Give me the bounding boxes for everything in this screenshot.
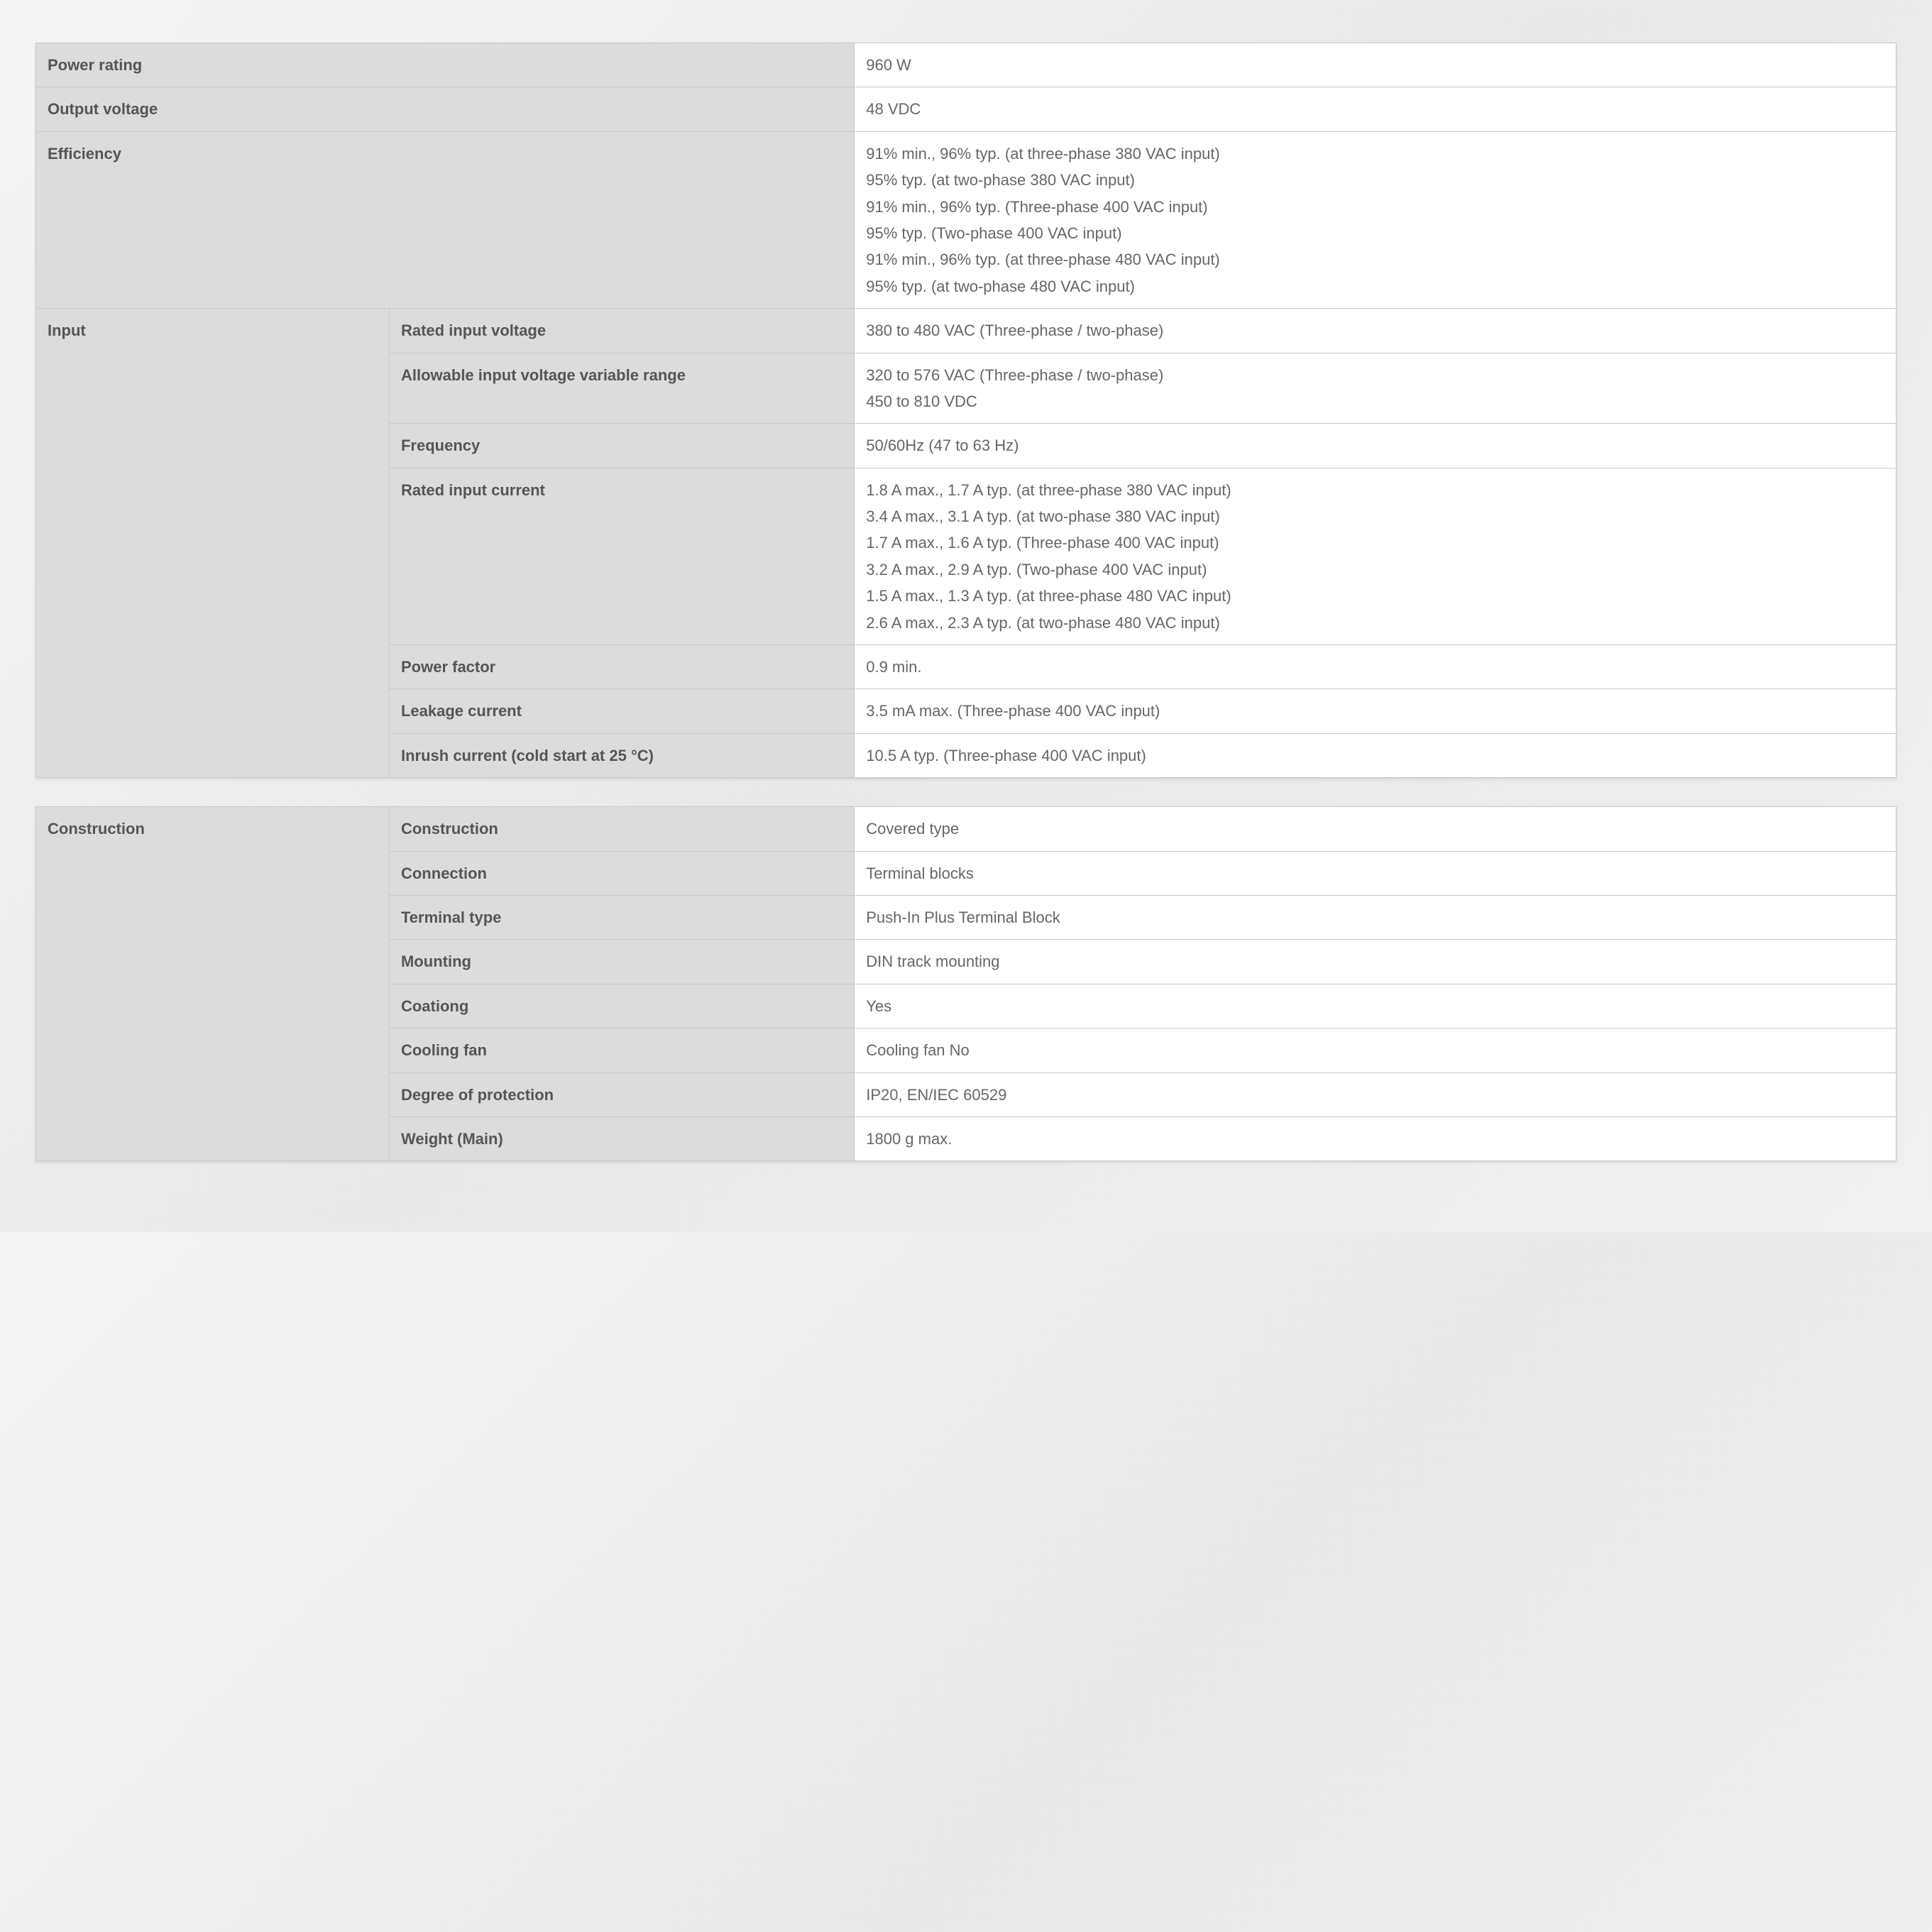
row-value: 3.5 mA max. (Three-phase 400 VAC input) [855,689,1897,733]
row-value: 320 to 576 VAC (Three-phase / two-phase)… [855,353,1897,424]
sub-row-label: Frequency [389,424,854,468]
sub-row-label: Rated input voltage [389,309,854,353]
spec-table-2: Construction Construction Covered type C… [35,806,1897,1161]
table-row: Construction Construction Covered type [36,807,1897,851]
row-value: 10.5 A typ. (Three-phase 400 VAC input) [855,733,1897,777]
table-row: Power rating 960 W [36,43,1897,87]
row-value: Covered type [855,807,1897,851]
sub-row-label: Power factor [389,645,854,689]
row-value: Push-In Plus Terminal Block [855,895,1897,939]
table-row: Input Rated input voltage 380 to 480 VAC… [36,309,1897,353]
sub-row-label: Degree of protection [389,1072,854,1116]
row-value: 1.8 A max., 1.7 A typ. (at three-phase 3… [855,468,1897,644]
sub-row-label: Mounting [389,940,854,984]
sub-row-label: Weight (Main) [389,1116,854,1160]
spec-table-1: Power rating 960 W Output voltage 48 VDC… [35,43,1897,778]
table-row: Efficiency 91% min., 96% typ. (at three-… [36,131,1897,308]
sub-row-label: Coationg [389,984,854,1028]
group-label: Construction [36,807,390,1161]
sub-row-label: Terminal type [389,895,854,939]
sub-row-label: Construction [389,807,854,851]
row-value: Yes [855,984,1897,1028]
sub-row-label: Connection [389,851,854,895]
row-value: 380 to 480 VAC (Three-phase / two-phase) [855,309,1897,353]
row-value: Cooling fan No [855,1028,1897,1072]
table-row: Output voltage 48 VDC [36,87,1897,131]
sub-row-label: Leakage current [389,689,854,733]
group-label: Input [36,309,390,778]
sub-row-label: Inrush current (cold start at 25 °C) [389,733,854,777]
row-value: 50/60Hz (47 to 63 Hz) [855,424,1897,468]
row-value: 91% min., 96% typ. (at three-phase 380 V… [855,131,1897,308]
sub-row-label: Cooling fan [389,1028,854,1072]
row-value: 960 W [855,43,1897,87]
row-value: 0.9 min. [855,645,1897,689]
row-value: Terminal blocks [855,851,1897,895]
row-value: 1800 g max. [855,1116,1897,1160]
row-label: Power rating [36,43,855,87]
sub-row-label: Allowable input voltage variable range [389,353,854,424]
row-value: DIN track mounting [855,940,1897,984]
sub-row-label: Rated input current [389,468,854,644]
row-value: IP20, EN/IEC 60529 [855,1072,1897,1116]
row-label: Output voltage [36,87,855,131]
row-value: 48 VDC [855,87,1897,131]
row-label: Efficiency [36,131,855,308]
